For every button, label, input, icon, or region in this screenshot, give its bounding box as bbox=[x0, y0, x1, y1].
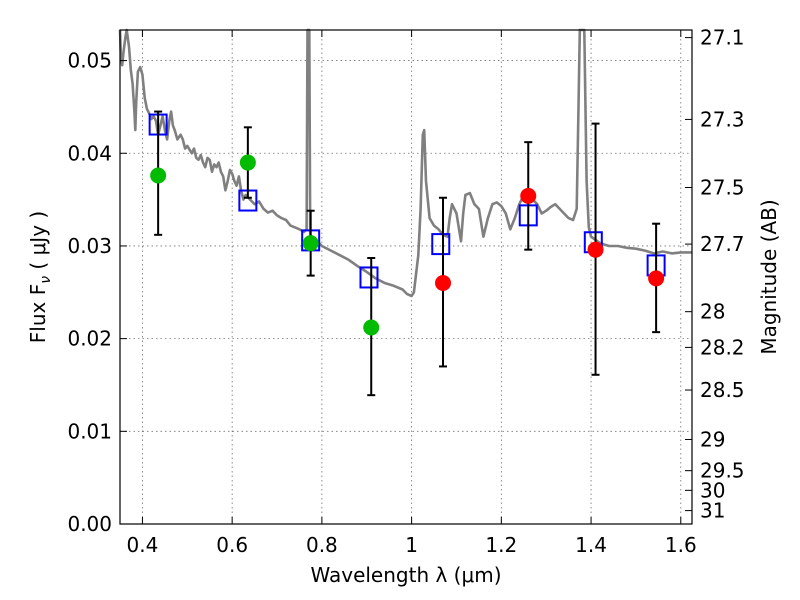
y-axis-label-left-unit: ( μJy ) bbox=[26, 211, 50, 276]
right-tick-label: 27.7 bbox=[700, 232, 745, 256]
x-tick-label: 0.6 bbox=[216, 533, 248, 557]
y-tick-label: 0.02 bbox=[67, 327, 112, 351]
y-tick-label: 0.00 bbox=[67, 512, 112, 536]
right-tick-label: 27.3 bbox=[700, 107, 745, 131]
grid-layer bbox=[120, 30, 692, 524]
observed-points-layer bbox=[150, 154, 665, 336]
observed-point-green bbox=[150, 167, 167, 184]
x-axis-label: Wavelength λ (μm) bbox=[310, 563, 501, 587]
observed-point-red bbox=[648, 270, 665, 287]
y-axis-label-left-subscript: ν bbox=[38, 276, 54, 284]
x-tick-label: 0.4 bbox=[127, 533, 159, 557]
right-tick-label: 29 bbox=[700, 427, 725, 451]
y-axis-label-right: Magnitude (AB) bbox=[757, 199, 781, 354]
right-tick-label: 28.5 bbox=[700, 378, 745, 402]
y-axis-label-left: Flux Fν ( μJy ) bbox=[26, 211, 54, 343]
right-tick-label: 28.2 bbox=[700, 335, 745, 359]
tick-label-layer: 0.4 0.6 0.8 1 1.2 1.4 1.6 0.00 0.01 0.02 0.03 0.04 0… bbox=[67, 26, 744, 557]
y-axis-label-left-main: Flux F bbox=[26, 284, 50, 343]
model-photometry-square bbox=[431, 233, 451, 256]
y-tick-label: 0.05 bbox=[67, 49, 112, 73]
plot-frame bbox=[119, 29, 693, 525]
model-spectrum-line bbox=[118, 28, 692, 298]
observed-point-green bbox=[363, 319, 380, 336]
observed-point-green bbox=[239, 154, 256, 171]
x-tick-label: 0.8 bbox=[306, 533, 338, 557]
observed-point-red bbox=[435, 275, 452, 292]
model-photometry-square bbox=[359, 266, 379, 289]
x-tick-label: 1 bbox=[405, 533, 418, 557]
right-tick-label: 30 bbox=[700, 478, 725, 502]
x-tick-label: 1.4 bbox=[575, 533, 607, 557]
right-tick-label: 28 bbox=[700, 300, 725, 324]
observed-point-red bbox=[587, 241, 604, 258]
observed-point-red bbox=[520, 187, 537, 204]
right-tick-label: 27.1 bbox=[700, 26, 745, 50]
right-tick-label: 31 bbox=[700, 499, 725, 523]
model-spectrum-layer bbox=[118, 28, 692, 298]
tick-layer bbox=[120, 30, 692, 525]
y-tick-label: 0.04 bbox=[67, 141, 112, 165]
errorbar-layer bbox=[154, 110, 661, 397]
y-tick-label: 0.03 bbox=[67, 234, 112, 258]
x-tick-label: 1.6 bbox=[665, 533, 697, 557]
observed-point-green bbox=[302, 235, 319, 252]
x-tick-label: 1.2 bbox=[485, 533, 517, 557]
right-tick-label: 27.5 bbox=[700, 175, 745, 199]
right-tick-label: 29.5 bbox=[700, 459, 745, 483]
y-tick-label: 0.01 bbox=[67, 419, 112, 443]
